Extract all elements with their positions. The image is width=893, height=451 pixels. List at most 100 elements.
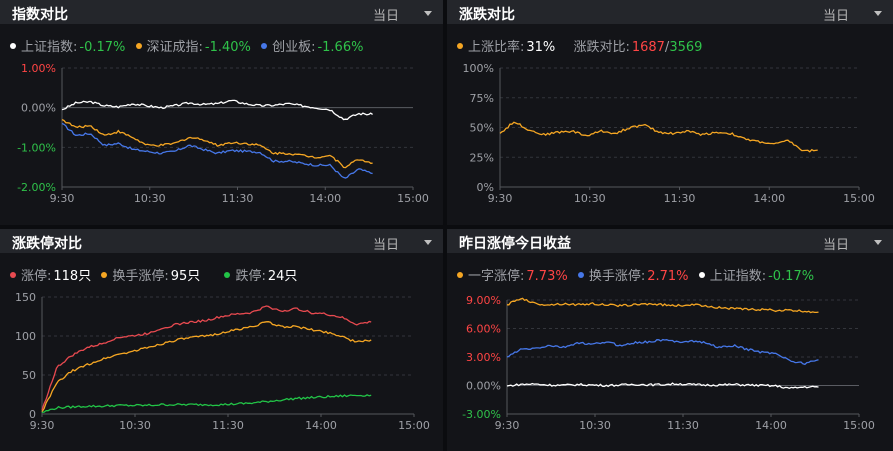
legend-value: 2.71% bbox=[647, 269, 689, 284]
y-tick-label: 1.00% bbox=[21, 62, 56, 75]
x-tick-label: 14:00 bbox=[309, 192, 341, 205]
separator: / bbox=[664, 40, 670, 55]
limit-up-down-chart: 150 100 50 09:30 10:30 11:30 14:00 15:00 bbox=[15, 291, 430, 432]
x-tick-label: 10:30 bbox=[579, 419, 611, 432]
x-tick-label: 9:30 bbox=[50, 192, 75, 205]
legend-dot-icon bbox=[135, 43, 142, 49]
x-tick-label: 14:00 bbox=[753, 192, 785, 205]
x-tick-label: 15:00 bbox=[397, 192, 429, 205]
series-line bbox=[507, 297, 819, 314]
legend-value: -1.66% bbox=[317, 40, 364, 55]
x-tick-label: 10:30 bbox=[119, 419, 151, 432]
legend-item: 涨停: 118只 bbox=[10, 265, 91, 284]
legend-label: 换手涨停: bbox=[112, 269, 169, 284]
panel-title: 涨跌停对比 bbox=[12, 236, 82, 252]
chevron-down-icon[interactable] bbox=[874, 11, 882, 16]
legend-label: 跌停: bbox=[235, 269, 266, 284]
legend-dot-icon bbox=[457, 43, 463, 49]
chart-legend: 一字涨停: 7.73% 换手涨停: 2.71% 上证指数: -0.17% bbox=[457, 265, 820, 285]
legend-label: 换手涨停: bbox=[588, 269, 646, 284]
legend-label: 创业板: bbox=[272, 40, 316, 55]
y-tick-label: 25% bbox=[470, 151, 494, 164]
panel-header: 昨日涨停今日收益 当日 bbox=[447, 229, 893, 253]
series-line bbox=[61, 122, 373, 179]
legend-value: 7.73% bbox=[526, 269, 568, 284]
y-tick-label: -3.00% bbox=[462, 408, 501, 421]
series-line bbox=[499, 121, 818, 153]
x-tick-label: 10:30 bbox=[574, 192, 606, 205]
series-line bbox=[506, 338, 819, 366]
legend-item: 上证指数: -0.17% bbox=[10, 36, 125, 55]
y-tick-label: 100% bbox=[463, 62, 494, 75]
x-tick-label: 11:30 bbox=[664, 192, 696, 205]
y-tick-label: -1.00% bbox=[17, 141, 56, 154]
series-line bbox=[41, 394, 372, 414]
period-selector[interactable]: 当日 bbox=[822, 9, 849, 24]
y-tick-label: 6.00% bbox=[466, 323, 501, 336]
panel-header: 涨跌对比 当日 bbox=[447, 0, 893, 24]
panel-title: 指数对比 bbox=[12, 7, 68, 23]
legend-dot-icon bbox=[698, 272, 705, 278]
series-line bbox=[41, 305, 372, 411]
panel-header: 涨跌停对比 当日 bbox=[0, 229, 443, 253]
y-tick-label: 50% bbox=[470, 122, 494, 135]
legend-label: 上涨比率: bbox=[468, 40, 525, 55]
x-tick-label: 15:00 bbox=[843, 419, 875, 432]
legend-dot-icon bbox=[261, 43, 268, 49]
legend-item: 涨跌对比: 1687/3569 bbox=[573, 36, 702, 55]
chart-legend: 涨停: 118只 换手涨停: 95只 跌停: 24只 bbox=[10, 265, 303, 285]
panel-title: 昨日涨停今日收益 bbox=[459, 236, 571, 252]
legend-dot-icon bbox=[457, 272, 463, 278]
legend-label: 上证指数: bbox=[709, 269, 767, 284]
rise-fall-chart: 100% 75% 50% 25% 0%9:30 10:30 11:30 14:00 15:00 bbox=[463, 62, 875, 205]
yesterday-limit-up-return-chart: 9.00% 6.00% 3.00% 0.00% -3.00%9:30 10:30 11:30… bbox=[462, 294, 875, 432]
legend-item: 跌停: 24只 bbox=[224, 265, 297, 284]
legend-value: 24只 bbox=[267, 269, 298, 284]
up-count: 1687 bbox=[631, 40, 665, 55]
y-tick-label: 0.00% bbox=[466, 380, 501, 393]
chevron-down-icon[interactable] bbox=[424, 240, 432, 245]
chevron-down-icon[interactable] bbox=[424, 11, 432, 16]
yesterday-limit-up-return-panel: 昨日涨停今日收益 当日 一字涨停: 7.73% 换手涨停: 2.71% 上证指数: -… bbox=[447, 229, 893, 451]
legend-label: 涨跌对比: bbox=[573, 40, 630, 55]
y-tick-label: 0.00% bbox=[21, 102, 56, 115]
legend-item: 一字涨停: 7.73% bbox=[457, 265, 568, 284]
x-tick-label: 9:30 bbox=[495, 419, 520, 432]
legend-item: 深证成指: -1.40% bbox=[135, 36, 251, 55]
y-tick-label: 9.00% bbox=[466, 294, 501, 307]
y-tick-label: 0 bbox=[29, 408, 36, 421]
chevron-down-icon[interactable] bbox=[874, 240, 882, 245]
legend-label: 上证指数: bbox=[21, 40, 78, 55]
legend-item: 换手涨停: 95只 bbox=[101, 265, 214, 284]
x-tick-label: 10:30 bbox=[134, 192, 166, 205]
series-line bbox=[41, 321, 372, 413]
limit-up-down-panel: 涨跌停对比 当日 涨停: 118只 换手涨停: 95只 跌停: 24只 150 100 5… bbox=[0, 229, 443, 451]
series-line bbox=[61, 99, 373, 121]
legend-dot-icon bbox=[101, 272, 108, 278]
x-tick-label: 9:30 bbox=[488, 192, 513, 205]
y-tick-label: 150 bbox=[15, 291, 36, 304]
y-tick-label: -2.00% bbox=[17, 181, 56, 194]
index-compare-chart: 1.00% 0.00% -1.00% -2.00%9:30 10:30 11:30 14:0… bbox=[17, 62, 429, 205]
legend-value: 95只 bbox=[170, 269, 201, 284]
x-tick-label: 14:00 bbox=[305, 419, 337, 432]
legend-label: 涨停: bbox=[21, 269, 52, 284]
legend-item: 上证指数: -0.17% bbox=[698, 265, 815, 284]
period-selector[interactable]: 当日 bbox=[372, 238, 399, 253]
index-compare-panel: 指数对比 当日 上证指数: -0.17% 深证成指: -1.40% 创业板: -1.6… bbox=[0, 0, 443, 225]
period-selector[interactable]: 当日 bbox=[372, 9, 399, 24]
period-selector[interactable]: 当日 bbox=[822, 238, 849, 253]
x-tick-label: 11:30 bbox=[222, 192, 254, 205]
legend-value: -0.17% bbox=[79, 40, 126, 55]
legend-dot-icon bbox=[10, 43, 16, 49]
panel-header: 指数对比 当日 bbox=[0, 0, 443, 24]
legend-value: 31% bbox=[526, 40, 556, 55]
panel-title: 涨跌对比 bbox=[459, 7, 515, 23]
legend-dot-icon bbox=[10, 272, 16, 278]
y-tick-label: 0% bbox=[477, 181, 494, 194]
legend-value: -0.17% bbox=[768, 269, 815, 284]
x-tick-label: 15:00 bbox=[398, 419, 430, 432]
legend-item: 上涨比率: 31% bbox=[457, 36, 563, 55]
legend-item: 换手涨停: 2.71% bbox=[577, 265, 689, 284]
series-line bbox=[506, 382, 819, 390]
